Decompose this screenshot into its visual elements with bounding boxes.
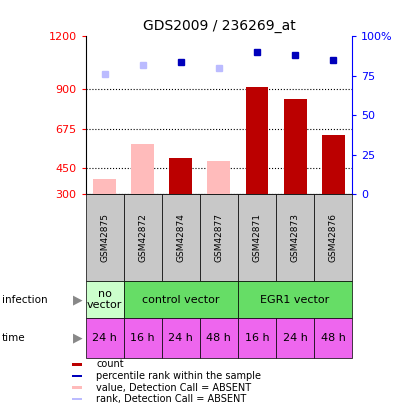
Text: percentile rank within the sample: percentile rank within the sample: [96, 371, 261, 381]
Bar: [238, 281, 352, 318]
Bar: [200, 318, 238, 358]
Text: 24 h: 24 h: [283, 333, 308, 343]
Bar: [170, 158, 192, 194]
Bar: [72, 363, 82, 366]
Bar: [162, 194, 200, 281]
Bar: [124, 281, 238, 318]
Text: rank, Detection Call = ABSENT: rank, Detection Call = ABSENT: [96, 394, 247, 404]
Text: no
vector: no vector: [87, 289, 122, 311]
Bar: [86, 318, 124, 358]
Text: time: time: [2, 333, 25, 343]
Bar: [86, 281, 124, 318]
Bar: [207, 161, 230, 194]
Title: GDS2009 / 236269_at: GDS2009 / 236269_at: [142, 19, 295, 33]
Text: infection: infection: [2, 295, 48, 305]
Bar: [124, 318, 162, 358]
Text: GSM42875: GSM42875: [100, 213, 109, 262]
Text: EGR1 vector: EGR1 vector: [260, 295, 330, 305]
Bar: [72, 398, 82, 401]
Text: GSM42872: GSM42872: [138, 213, 147, 262]
Text: GSM42876: GSM42876: [329, 213, 338, 262]
Text: GSM42873: GSM42873: [291, 213, 300, 262]
Bar: [314, 194, 352, 281]
Bar: [162, 318, 200, 358]
Bar: [314, 318, 352, 358]
Bar: [246, 87, 268, 194]
Bar: [276, 318, 314, 358]
Text: control vector: control vector: [142, 295, 220, 305]
Bar: [322, 135, 345, 194]
Text: 48 h: 48 h: [207, 333, 231, 343]
Bar: [276, 194, 314, 281]
Bar: [72, 386, 82, 389]
Bar: [284, 99, 306, 194]
Bar: [200, 194, 238, 281]
Text: 24 h: 24 h: [92, 333, 117, 343]
Text: GSM42874: GSM42874: [176, 213, 185, 262]
Text: value, Detection Call = ABSENT: value, Detection Call = ABSENT: [96, 383, 252, 392]
Text: 16 h: 16 h: [245, 333, 269, 343]
Text: count: count: [96, 359, 124, 369]
Text: 24 h: 24 h: [168, 333, 193, 343]
Text: 48 h: 48 h: [321, 333, 345, 343]
Text: GSM42871: GSM42871: [252, 213, 261, 262]
Text: GSM42877: GSM42877: [215, 213, 223, 262]
Bar: [131, 143, 154, 194]
Bar: [86, 194, 124, 281]
Bar: [238, 318, 276, 358]
Bar: [72, 375, 82, 377]
Text: ▶: ▶: [73, 332, 82, 345]
Text: 16 h: 16 h: [131, 333, 155, 343]
Bar: [124, 194, 162, 281]
Bar: [238, 194, 276, 281]
Bar: [93, 179, 116, 194]
Text: ▶: ▶: [73, 293, 82, 306]
